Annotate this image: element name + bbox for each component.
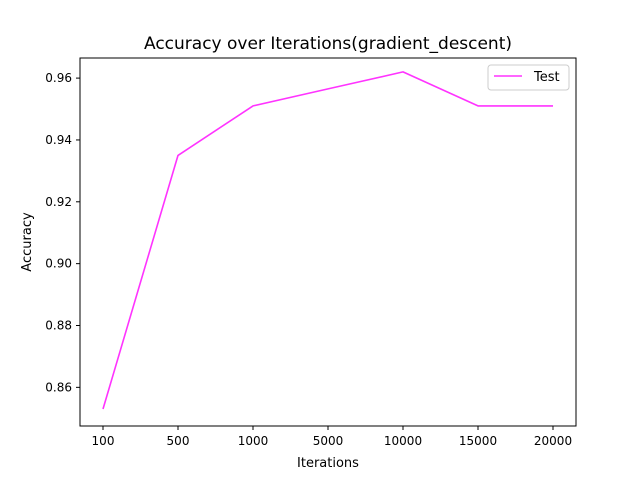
y-tick-label: 0.88 [45, 318, 72, 332]
x-tick-label: 20000 [534, 434, 572, 448]
chart-title: Accuracy over Iterations(gradient_descen… [144, 34, 512, 54]
x-tick-label: 100 [92, 434, 115, 448]
plot-area-frame [79, 57, 577, 427]
legend: Test [487, 64, 570, 91]
legend-label: Test [533, 70, 560, 85]
x-tick-label: 1000 [238, 434, 269, 448]
y-tick-label: 0.92 [45, 195, 72, 209]
legend-box [487, 64, 570, 91]
x-tick-label: 10000 [384, 434, 422, 448]
x-tick-label: 15000 [459, 434, 497, 448]
y-axis-ticks: 0.86 0.88 0.90 0.92 0.94 0.96 [45, 71, 80, 394]
x-tick-label: 5000 [313, 434, 344, 448]
series-layer [102, 71, 554, 410]
y-tick-label: 0.96 [45, 71, 72, 85]
y-tick-label: 0.90 [45, 257, 72, 271]
series-line-test [102, 71, 553, 410]
x-axis-ticks: 100 500 1000 5000 10000 15000 20000 [92, 426, 572, 448]
y-tick-label: 0.86 [45, 380, 72, 394]
y-tick-label: 0.94 [45, 133, 72, 147]
y-axis-label: Accuracy [20, 212, 35, 272]
x-tick-label: 500 [167, 434, 190, 448]
x-axis-label: Iterations [297, 456, 359, 471]
